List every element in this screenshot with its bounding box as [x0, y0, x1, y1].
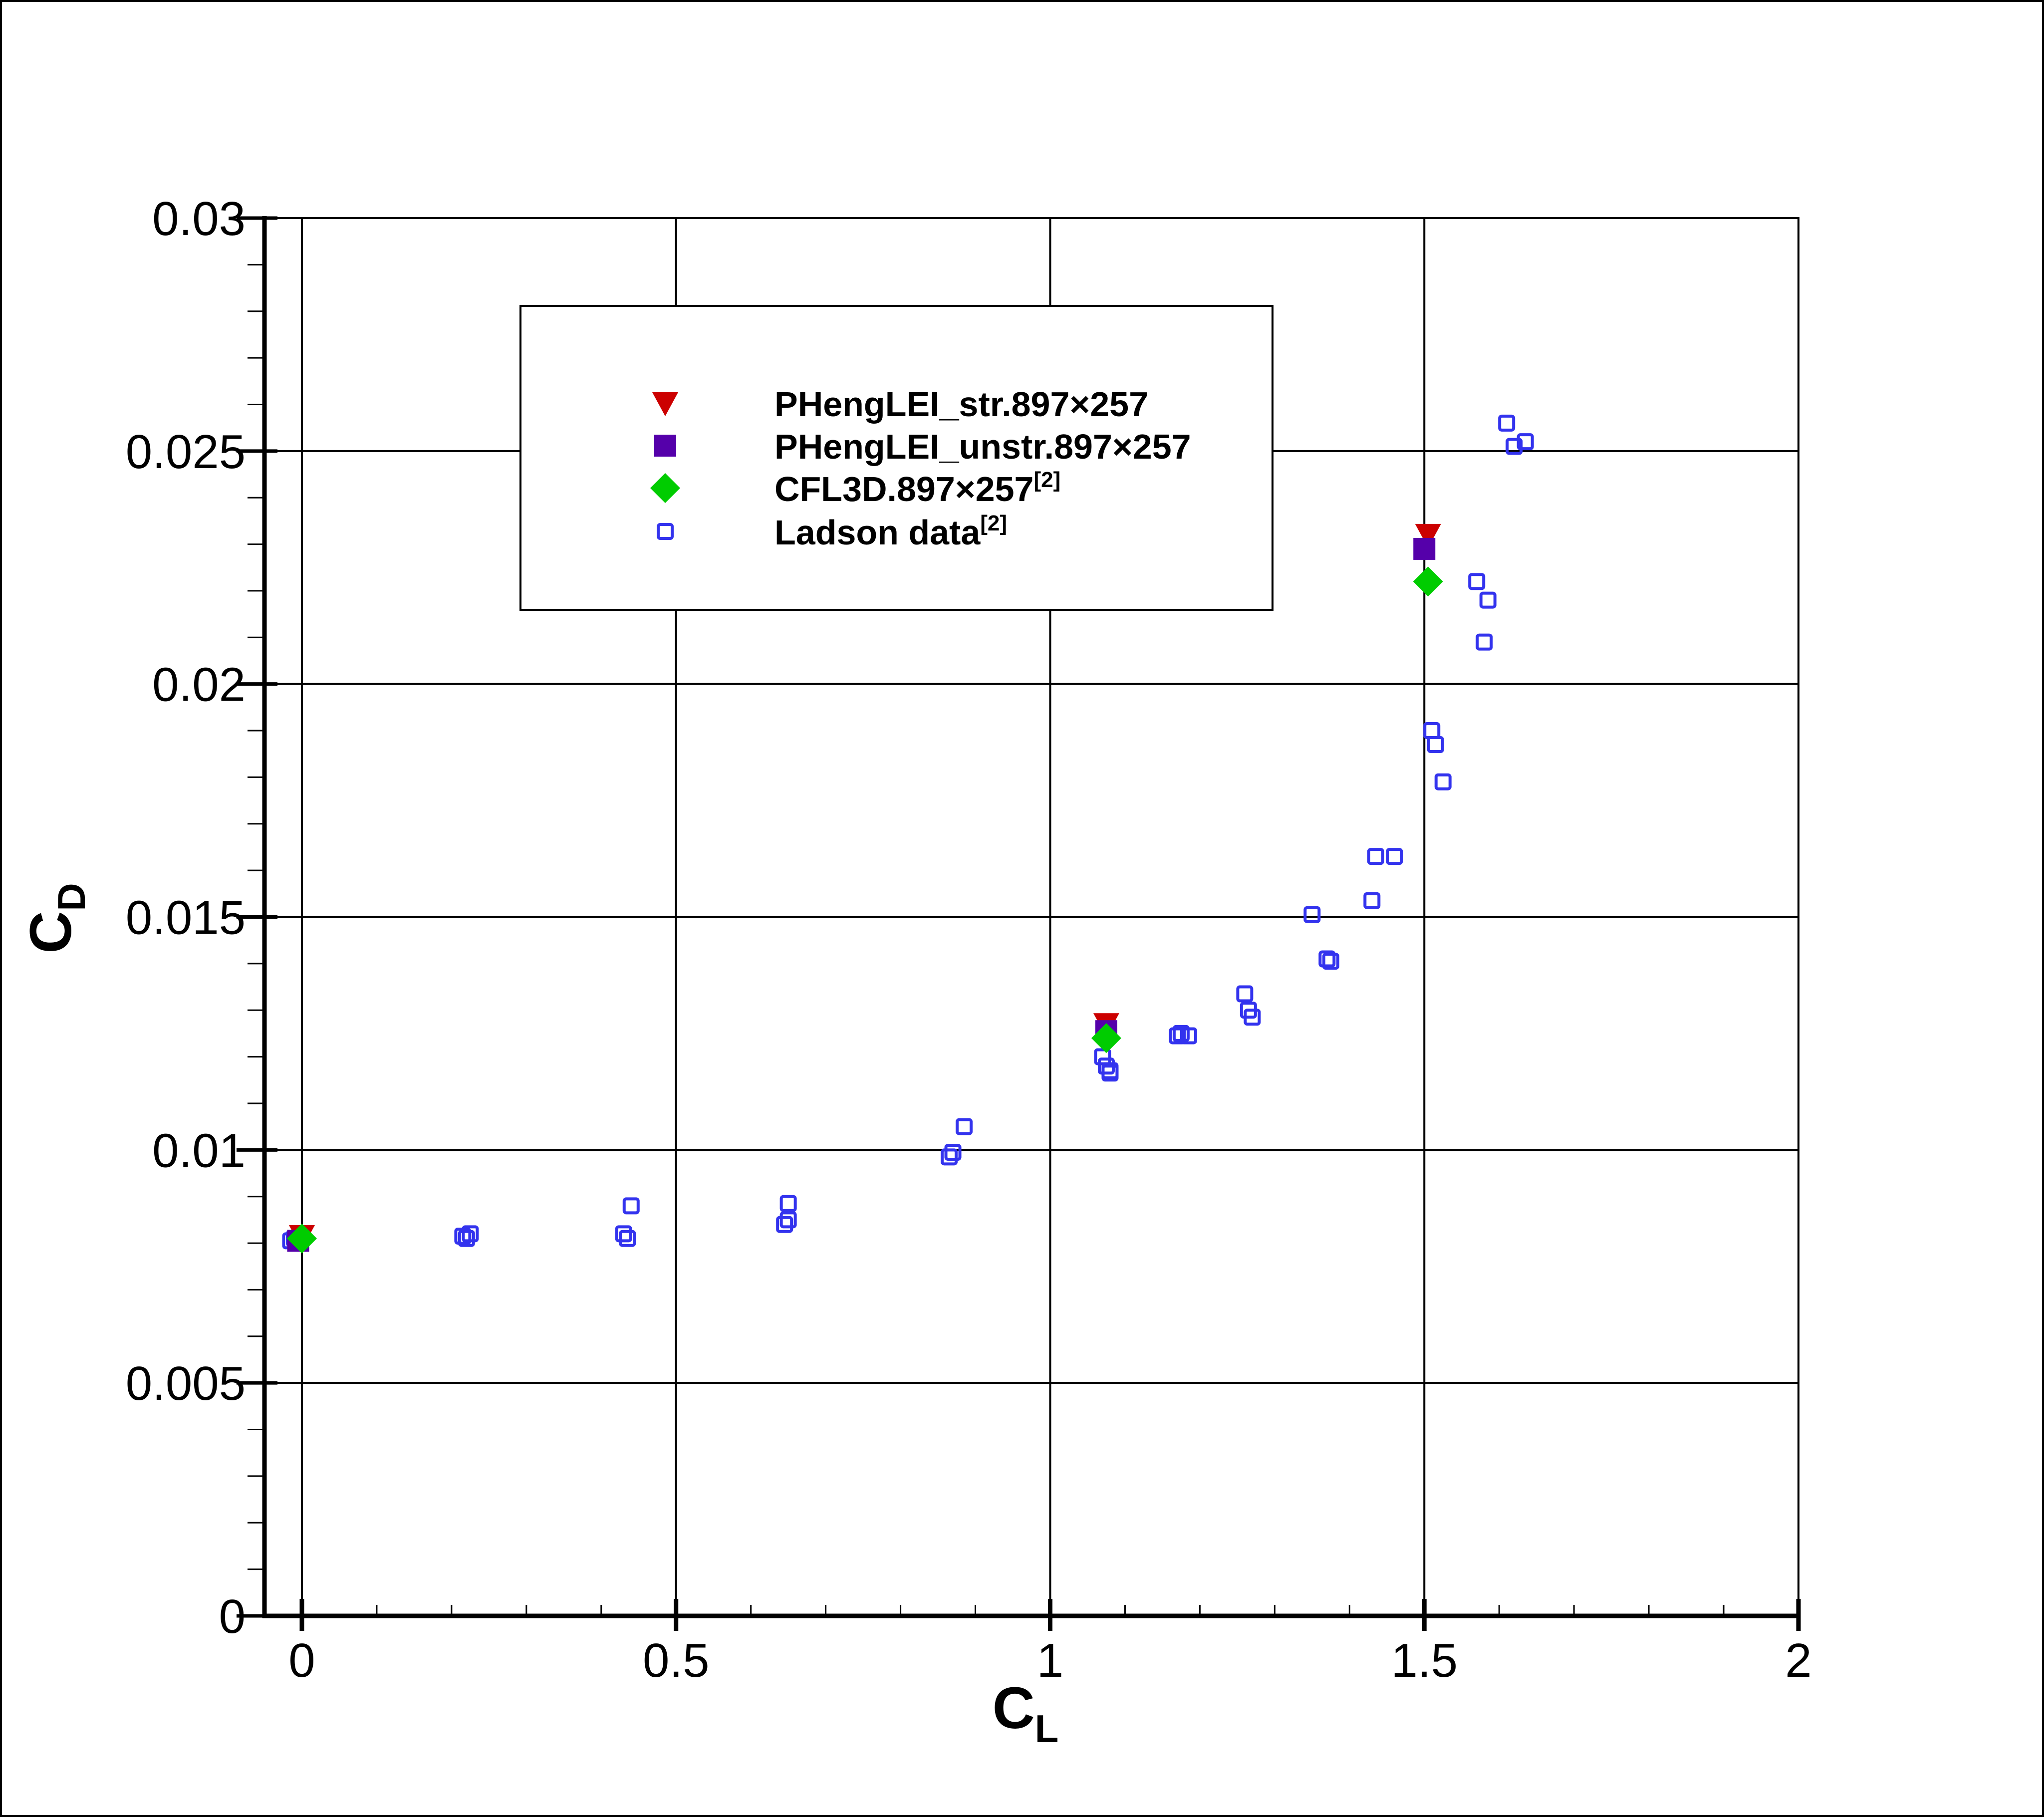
legend-marker-ladson-data — [657, 523, 674, 540]
y-axis-title-sub: D — [49, 883, 93, 911]
legend-marker-cfl3d-897-257 — [650, 473, 680, 503]
data-point-ladson-data-37 — [1479, 591, 1497, 609]
series-cfl3d-897-257 — [286, 566, 1443, 1254]
x-axis-title-sub: L — [1035, 1707, 1059, 1751]
data-point-ladson-data-19 — [1101, 1064, 1119, 1082]
x-tick-label-0: 0 — [288, 1634, 315, 1687]
legend-label-phenglei-str-897-257: PHengLEI_str.897×257 — [774, 385, 1148, 424]
legend-label-ladson-data: Ladson data[2] — [774, 511, 1007, 552]
data-point-ladson-data-40 — [1517, 433, 1534, 451]
data-points — [282, 414, 1534, 1254]
legend-label-text: CFL3D.897×257 — [774, 470, 1033, 509]
data-point-ladson-data-28 — [1322, 953, 1339, 970]
y-axis-title-main: C — [18, 911, 84, 954]
legend-label-text: PHengLEI_unstr.897×257 — [774, 427, 1191, 466]
data-point-ladson-data-11 — [779, 1211, 797, 1229]
legend-marker-phenglei-str-897-257 — [652, 392, 678, 416]
legend-entries: PHengLEI_str.897×257PHengLEI_unstr.897×2… — [650, 385, 1191, 552]
legend-label-cfl3d-897-257: CFL3D.897×257[2] — [774, 468, 1060, 509]
legend-label-superscript: [2] — [1033, 468, 1060, 492]
y-tick-label-4: 0.02 — [152, 658, 246, 712]
legend-label-phenglei-unstr-897-257: PHengLEI_unstr.897×257 — [774, 427, 1191, 466]
y-tick-label-2: 0.01 — [152, 1124, 246, 1177]
data-point-ladson-data-22 — [1180, 1027, 1197, 1044]
data-point-ladson-data-7 — [615, 1225, 632, 1243]
data-point-ladson-data-14 — [944, 1144, 962, 1161]
y-tick-labels: 0 0.005 0.01 0.015 0.02 0.025 0.03 — [126, 192, 246, 1643]
y-tick-label-0: 0 — [219, 1590, 246, 1643]
data-point-ladson-data-10 — [776, 1216, 793, 1233]
data-point-ladson-data-31 — [1386, 848, 1403, 865]
legend-entry-ladson-data: Ladson data[2] — [657, 511, 1007, 552]
data-point-ladson-data-9 — [622, 1197, 640, 1215]
y-tick-label-1: 0.005 — [126, 1357, 246, 1410]
x-tick-label-3: 1.5 — [1391, 1634, 1458, 1687]
legend-label-text: PHengLEI_str.897×257 — [774, 385, 1148, 424]
legend-marker-phenglei-unstr-897-257 — [654, 435, 676, 457]
data-point-ladson-data-13 — [941, 1148, 958, 1166]
data-point-ladson-data-27 — [1318, 950, 1336, 968]
data-point-cfl3d-897-257-0 — [286, 1223, 317, 1254]
data-point-ladson-data-8 — [619, 1230, 636, 1247]
y-tick-label-5: 0.025 — [126, 425, 246, 479]
x-tick-label-2: 1 — [1037, 1634, 1063, 1687]
y-tick-label-3: 0.015 — [126, 891, 246, 945]
data-point-ladson-data-34 — [1434, 773, 1452, 790]
y-tick-label-6: 0.03 — [152, 192, 246, 246]
legend-box — [519, 305, 1274, 611]
legend-label-superscript: [2] — [980, 511, 1007, 535]
data-point-phenglei-unstr-897-257-2 — [1413, 537, 1436, 560]
data-point-ladson-data-20 — [1169, 1027, 1186, 1044]
data-point-ladson-data-6 — [462, 1225, 479, 1243]
data-point-cfl3d-897-257-1 — [1091, 1023, 1121, 1053]
x-tick-label-1: 0.5 — [643, 1634, 709, 1687]
data-point-cfl3d-897-257-2 — [1413, 566, 1443, 597]
data-point-ladson-data-26 — [1303, 906, 1321, 923]
data-point-phenglei-str-897-257-2 — [1415, 523, 1441, 548]
x-tick-label-4: 2 — [1785, 1634, 1811, 1687]
data-point-ladson-data-36 — [1476, 633, 1493, 651]
legend-entry-cfl3d-897-257: CFL3D.897×257[2] — [650, 468, 1060, 509]
data-point-ladson-data-5 — [458, 1230, 475, 1247]
data-point-ladson-data-30 — [1367, 848, 1384, 865]
data-point-ladson-data-25 — [1244, 1009, 1261, 1026]
data-point-ladson-data-38 — [1498, 414, 1516, 432]
data-point-ladson-data-35 — [1468, 573, 1486, 590]
data-point-ladson-data-15 — [956, 1118, 973, 1135]
x-axis-title: CL — [993, 1675, 1059, 1751]
data-point-ladson-data-12 — [779, 1195, 797, 1212]
data-point-ladson-data-33 — [1427, 736, 1444, 754]
y-axis-title: CD — [18, 883, 93, 954]
data-point-ladson-data-39 — [1506, 438, 1523, 455]
legend-label-text: Ladson data — [774, 513, 981, 552]
x-axis-title-main: C — [993, 1675, 1035, 1741]
data-point-ladson-data-23 — [1236, 985, 1254, 1003]
legend-entry-phenglei-str-897-257: PHengLEI_str.897×257 — [652, 385, 1148, 424]
data-point-ladson-data-29 — [1363, 892, 1381, 909]
legend: PHengLEI_str.897×257PHengLEI_unstr.897×2… — [519, 305, 1274, 611]
x-tick-labels: 0 0.5 1 1.5 2 — [288, 1634, 1811, 1687]
legend-entry-phenglei-unstr-897-257: PHengLEI_unstr.897×257 — [654, 427, 1191, 466]
